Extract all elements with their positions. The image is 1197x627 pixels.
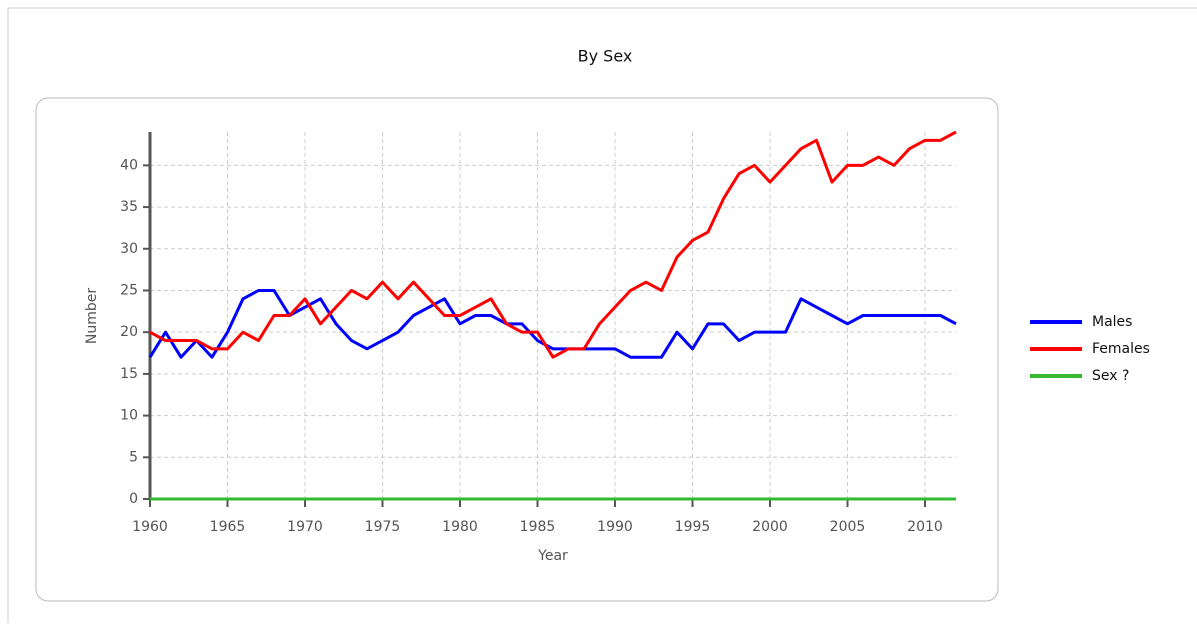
x-tick-label: 1965 [210,519,246,535]
series-line [149,130,957,359]
legend-label: Sex ? [1092,368,1129,384]
y-tick-label: 10 [120,408,138,424]
y-tick-label: 5 [129,449,138,465]
chart-title: By Sex [578,47,633,66]
y-tick-label: 25 [120,282,138,298]
x-tick-label: 2000 [752,519,788,535]
x-tick-label: 1995 [675,519,711,535]
y-tick-label: 35 [120,199,138,215]
y-tick-label: 15 [120,366,138,382]
x-tick-label: 1970 [287,519,323,535]
y-tick-label: 20 [120,324,138,340]
x-tick-label: 1960 [132,519,168,535]
y-tick-label: 40 [120,157,138,173]
y-axis-label: Number [84,288,100,344]
legend-label: Females [1092,341,1150,357]
x-tick-label: 2010 [907,519,943,535]
series-line [148,288,957,359]
x-tick-label: 2005 [830,519,866,535]
x-tick-label: 1980 [442,519,478,535]
x-axis-label: Year [537,548,568,564]
y-tick-label: 30 [120,241,138,257]
x-tick-label: 1990 [597,519,633,535]
legend-label: Males [1092,314,1132,330]
panel [35,97,999,602]
x-tick-label: 1985 [520,519,556,535]
y-tick-label: 0 [129,491,138,507]
x-tick-label: 1975 [365,519,401,535]
